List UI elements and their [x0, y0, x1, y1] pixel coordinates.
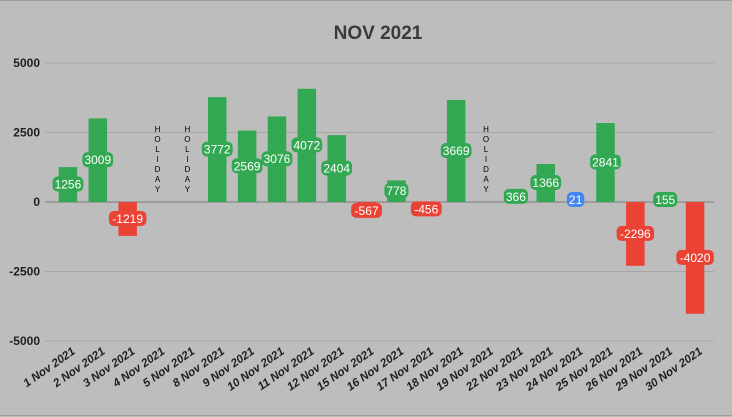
annotation-letter: L — [155, 145, 160, 154]
data-label-box — [231, 158, 263, 174]
y-tick-label: 2500 — [13, 126, 40, 140]
data-label: 21 — [569, 193, 583, 207]
annotation-letter: D — [184, 165, 190, 174]
data-label-box — [384, 183, 409, 199]
data-label: -456 — [414, 202, 438, 216]
data-label: 2841 — [592, 156, 619, 170]
data-label: 4072 — [293, 138, 320, 152]
y-tick-label: 0 — [33, 195, 40, 209]
data-label-box — [653, 192, 678, 207]
annotation-letter: A — [155, 175, 161, 184]
data-label: 2404 — [323, 162, 350, 176]
data-label: 778 — [386, 184, 406, 198]
annotation-letter: Y — [483, 185, 489, 194]
annotation-letter: L — [185, 145, 190, 154]
data-label: -567 — [355, 204, 379, 218]
data-label: 2569 — [234, 159, 261, 173]
annotation-letter: H — [184, 125, 190, 134]
y-tick-label: -2500 — [9, 265, 40, 279]
data-label: 3076 — [264, 152, 291, 166]
data-label: 366 — [506, 190, 526, 204]
bars — [58, 88, 705, 314]
data-label-box — [410, 201, 442, 217]
data-label: 1256 — [55, 178, 82, 192]
data-label: 155 — [655, 193, 675, 207]
data-label: -1219 — [112, 212, 143, 226]
data-label-box — [52, 176, 84, 192]
annotation-letter: I — [485, 155, 487, 164]
data-label: 3669 — [443, 144, 470, 158]
annotation-letter: A — [185, 175, 191, 184]
data-label-box — [676, 249, 714, 265]
data-label-box — [503, 188, 528, 204]
annotation-letter: D — [155, 165, 161, 174]
data-label-box — [530, 175, 562, 191]
data-label-box — [108, 210, 147, 226]
data-label-box — [351, 202, 382, 218]
data-label-box — [291, 137, 323, 153]
annotation-letter: O — [154, 135, 160, 144]
chart-title: NOV 2021 — [334, 23, 423, 44]
y-tick-label: -5000 — [9, 334, 40, 348]
data-label-box — [616, 225, 655, 241]
data-label-box — [261, 151, 293, 167]
data-label: 3772 — [204, 143, 231, 157]
y-tick-label: 5000 — [13, 56, 40, 70]
annotation-letter: H — [155, 125, 161, 134]
data-label-box — [82, 152, 114, 168]
annotation-letter: A — [483, 175, 489, 184]
data-label: 3009 — [84, 153, 111, 167]
data-label-box — [440, 143, 472, 159]
data-label-box — [201, 141, 233, 157]
annotation-letter: H — [483, 125, 489, 134]
annotation-letter: D — [483, 165, 489, 174]
annotation-letter: I — [156, 155, 158, 164]
data-label: -2296 — [620, 227, 651, 241]
data-label-box — [566, 192, 585, 207]
data-label-box — [321, 160, 353, 176]
annotation-letter: O — [483, 135, 489, 144]
data-label: 1366 — [532, 176, 559, 190]
annotation-letter: Y — [185, 185, 191, 194]
annotation-letter: O — [184, 135, 190, 144]
data-label: -4020 — [680, 251, 711, 265]
annotation-letter: Y — [155, 185, 161, 194]
data-label-box — [590, 154, 621, 170]
y-axis-ticks: 5000 2500 0 -2500 -5000 — [9, 56, 40, 348]
annotation-letter: I — [186, 155, 188, 164]
annotation-letter: L — [484, 145, 489, 154]
